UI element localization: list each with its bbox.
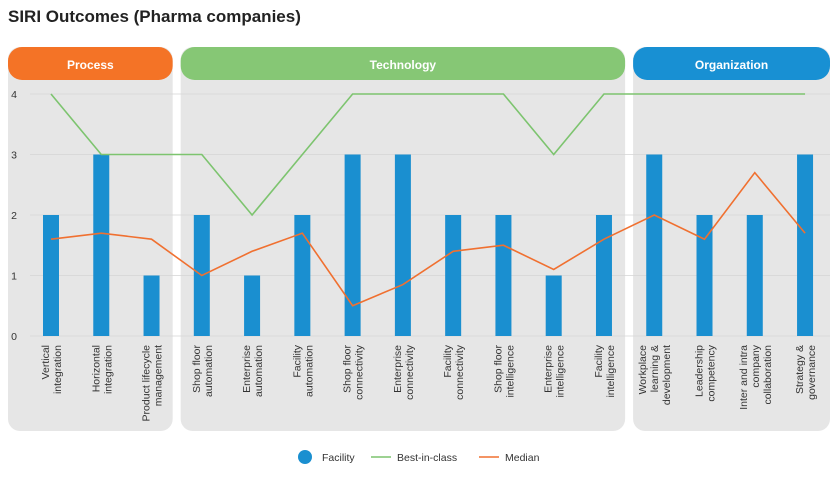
bar <box>746 215 763 336</box>
bar <box>244 275 261 336</box>
bar <box>43 215 59 336</box>
x-tick-group: Enterpriseintelligence <box>543 345 567 398</box>
x-tick-label: Shop floorintelligence <box>492 345 516 398</box>
x-tick-label: Leadershipcompetency <box>694 344 718 401</box>
x-tick-label: Shop floorautomation <box>191 345 215 397</box>
x-tick-group: Leadershipcompetency <box>694 344 718 401</box>
bar <box>797 154 814 336</box>
x-tick-group: Facilityconnectivity <box>442 344 466 400</box>
group-label: Process <box>67 58 114 72</box>
bar <box>545 275 562 336</box>
x-tick-label: Verticalintegration <box>40 345 64 394</box>
y-tick-label: 1 <box>11 271 17 283</box>
x-tick-label: Enterpriseconnectivity <box>392 344 416 400</box>
bar <box>646 154 663 336</box>
x-tick-group: Strategy &governance <box>794 345 818 400</box>
x-tick-label: Facilityautomation <box>291 344 315 397</box>
bar <box>344 154 361 336</box>
x-tick-label: Strategy &governance <box>794 345 818 400</box>
y-tick-label: 0 <box>11 331 17 343</box>
x-tick-label: Horizontalintegration <box>90 345 114 394</box>
legend-label: Median <box>505 452 540 464</box>
x-tick-group: Enterpriseautomation <box>241 345 265 397</box>
bar <box>595 215 612 336</box>
x-tick-group: Inter and intracompanycollaboration <box>738 344 774 410</box>
y-tick-label: 3 <box>11 150 17 162</box>
x-tick-group: Shop floorautomation <box>191 345 215 397</box>
group-label: Technology <box>370 58 437 72</box>
bar <box>394 154 411 336</box>
group-header <box>180 47 626 80</box>
legend-label: Facility <box>322 452 355 464</box>
bar <box>294 215 311 336</box>
x-tick-group: Horizontalintegration <box>90 345 114 394</box>
x-tick-group: Facilityautomation <box>291 344 315 397</box>
group-panel <box>633 47 830 431</box>
group-label: Organization <box>695 58 768 72</box>
x-tick-group: Shop floorintelligence <box>492 345 516 398</box>
x-tick-label: Product lifecyclemanagement <box>141 345 165 422</box>
bar <box>495 215 512 336</box>
legend-label: Best-in-class <box>397 452 457 464</box>
x-tick-label: Facilityconnectivity <box>442 344 466 400</box>
bar <box>696 215 713 336</box>
x-tick-label: Inter and intracompanycollaboration <box>738 344 774 410</box>
x-tick-group: Enterpriseconnectivity <box>392 344 416 400</box>
x-tick-label: Workplacelearning &development <box>637 345 673 405</box>
line <box>50 93 806 217</box>
x-tick-group: Shop floorconnectivity <box>342 344 366 400</box>
x-tick-group: Product lifecyclemanagement <box>141 345 165 422</box>
x-tick-label: Enterpriseintelligence <box>543 345 567 398</box>
x-tick-group: Verticalintegration <box>40 345 64 394</box>
y-tick-label: 2 <box>11 210 17 222</box>
x-tick-group: Facilityintelligence <box>593 344 617 397</box>
chart-title: SIRI Outcomes (Pharma companies) <box>8 7 301 26</box>
bar <box>445 215 462 336</box>
x-tick-label: Shop floorconnectivity <box>342 344 366 400</box>
y-tick-label: 4 <box>11 89 17 101</box>
x-tick-label: Facilityintelligence <box>593 344 617 397</box>
group-header <box>8 47 173 80</box>
x-tick-label: Enterpriseautomation <box>241 345 265 397</box>
group-header <box>633 47 830 80</box>
bar <box>143 275 160 336</box>
bar <box>93 154 110 336</box>
legend-swatch <box>298 450 312 464</box>
line <box>50 171 806 307</box>
x-tick-group: Workplacelearning &development <box>637 345 673 405</box>
